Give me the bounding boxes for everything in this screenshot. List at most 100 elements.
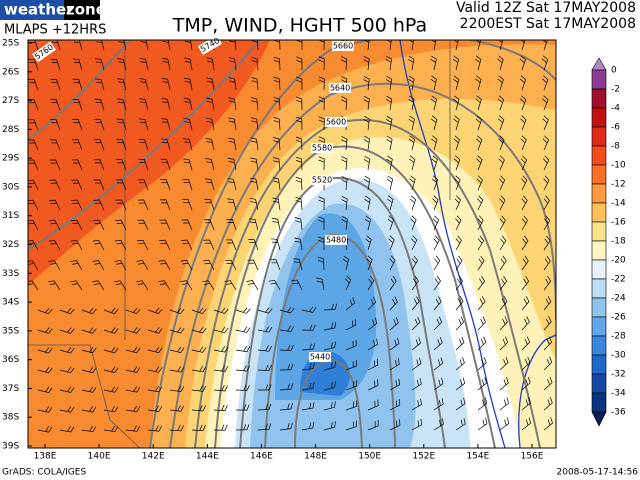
wind-barb [228,57,237,71]
wind-barb [28,179,39,191]
wind-barb [433,316,443,331]
wind-barb [147,366,163,373]
wind-barb [72,98,83,111]
wind-barb [139,58,149,71]
wind-barb [94,118,105,131]
wind-barb [430,115,438,131]
wind-barb [453,95,460,111]
wind-barb [125,366,141,373]
wind-barb [183,77,193,91]
wind-barb [364,195,371,211]
wind-barb [301,306,317,313]
colorbar-label: -8 [611,142,620,152]
wind-barb [542,95,549,111]
wind-barb [477,195,484,211]
wind-barb [125,327,141,334]
wind-barb [519,95,527,111]
wind-barb [433,255,441,271]
wind-barb [301,324,316,331]
wind-barb [497,75,504,91]
wind-barb [342,255,349,271]
lat-label: 36S [2,355,19,365]
wind-barb [497,115,505,131]
wind-barb [49,139,61,151]
wind-barb [318,156,325,171]
wind-barb [521,175,528,191]
model-label: MLAPS +12HRS [4,23,106,38]
wind-barb [318,236,325,251]
wind-barb [125,405,141,413]
lat-label: 39S [2,442,19,452]
wind-barb [160,179,171,191]
wind-barbs [28,40,553,433]
wind-barb [541,55,549,71]
wind-barb [229,40,237,51]
contour-label-bg [309,352,331,362]
wind-barb [138,159,149,171]
wind-barb [206,77,215,91]
colorbar-swatch [591,392,607,413]
wind-barb [323,361,336,371]
lat-label: 35S [2,326,19,336]
lat-label: 31S [2,211,19,221]
wind-barb [246,280,259,291]
wind-barb [125,425,141,432]
wind-barb [411,316,421,331]
wind-barb [341,96,348,111]
wind-barb [191,307,207,314]
wind-barb [235,384,250,391]
wind-barb [136,239,149,251]
wind-barb [191,405,206,412]
wind-barb [301,402,315,411]
wind-barb [169,346,185,353]
wind-barb [387,215,394,231]
wind-barb [295,156,303,171]
wind-barb [147,405,163,412]
wind-barb [476,175,483,191]
wind-barb [279,363,294,371]
wind-barb [543,275,552,291]
wind-barb [72,139,83,151]
wind-barb [235,424,250,431]
wind-barb [228,77,237,91]
wind-barb [125,307,141,315]
contour-label-bg [332,41,354,51]
wind-barb [411,296,420,311]
wind-barb [72,78,83,91]
wind-barb [49,159,61,171]
wind-barb [411,235,418,251]
wind-barb [161,118,171,131]
wind-barb [386,135,393,151]
colorbar-label: -14 [611,199,626,209]
wind-barb [249,177,259,191]
wind-barb [37,327,53,334]
wind-barb [499,316,508,331]
wind-barb [37,347,53,354]
wind-barb [272,197,281,211]
wind-barb [227,157,237,171]
wind-barb [543,175,550,191]
wind-barb [147,386,163,393]
wind-barb [116,139,127,151]
wind-barb [323,341,336,351]
wind-barb [70,219,83,231]
wind-barb [118,40,127,51]
wind-barb [367,338,378,351]
wind-barb [386,115,393,131]
wind-barb [340,56,348,71]
wind-barb [159,199,171,211]
wind-barb [521,356,531,371]
wind-barb [147,307,163,315]
wind-barb [477,356,487,371]
wind-barb [499,356,509,371]
wind-barb [59,426,75,433]
wind-barb [73,40,83,51]
wind-barb [411,357,422,371]
wind-barb [48,240,61,251]
lat-label: 32S [2,240,19,250]
wind-barb [161,57,171,71]
wind-barb [454,175,461,191]
wind-barb [433,296,442,311]
wind-barb [301,343,316,351]
wind-barb [345,380,357,391]
